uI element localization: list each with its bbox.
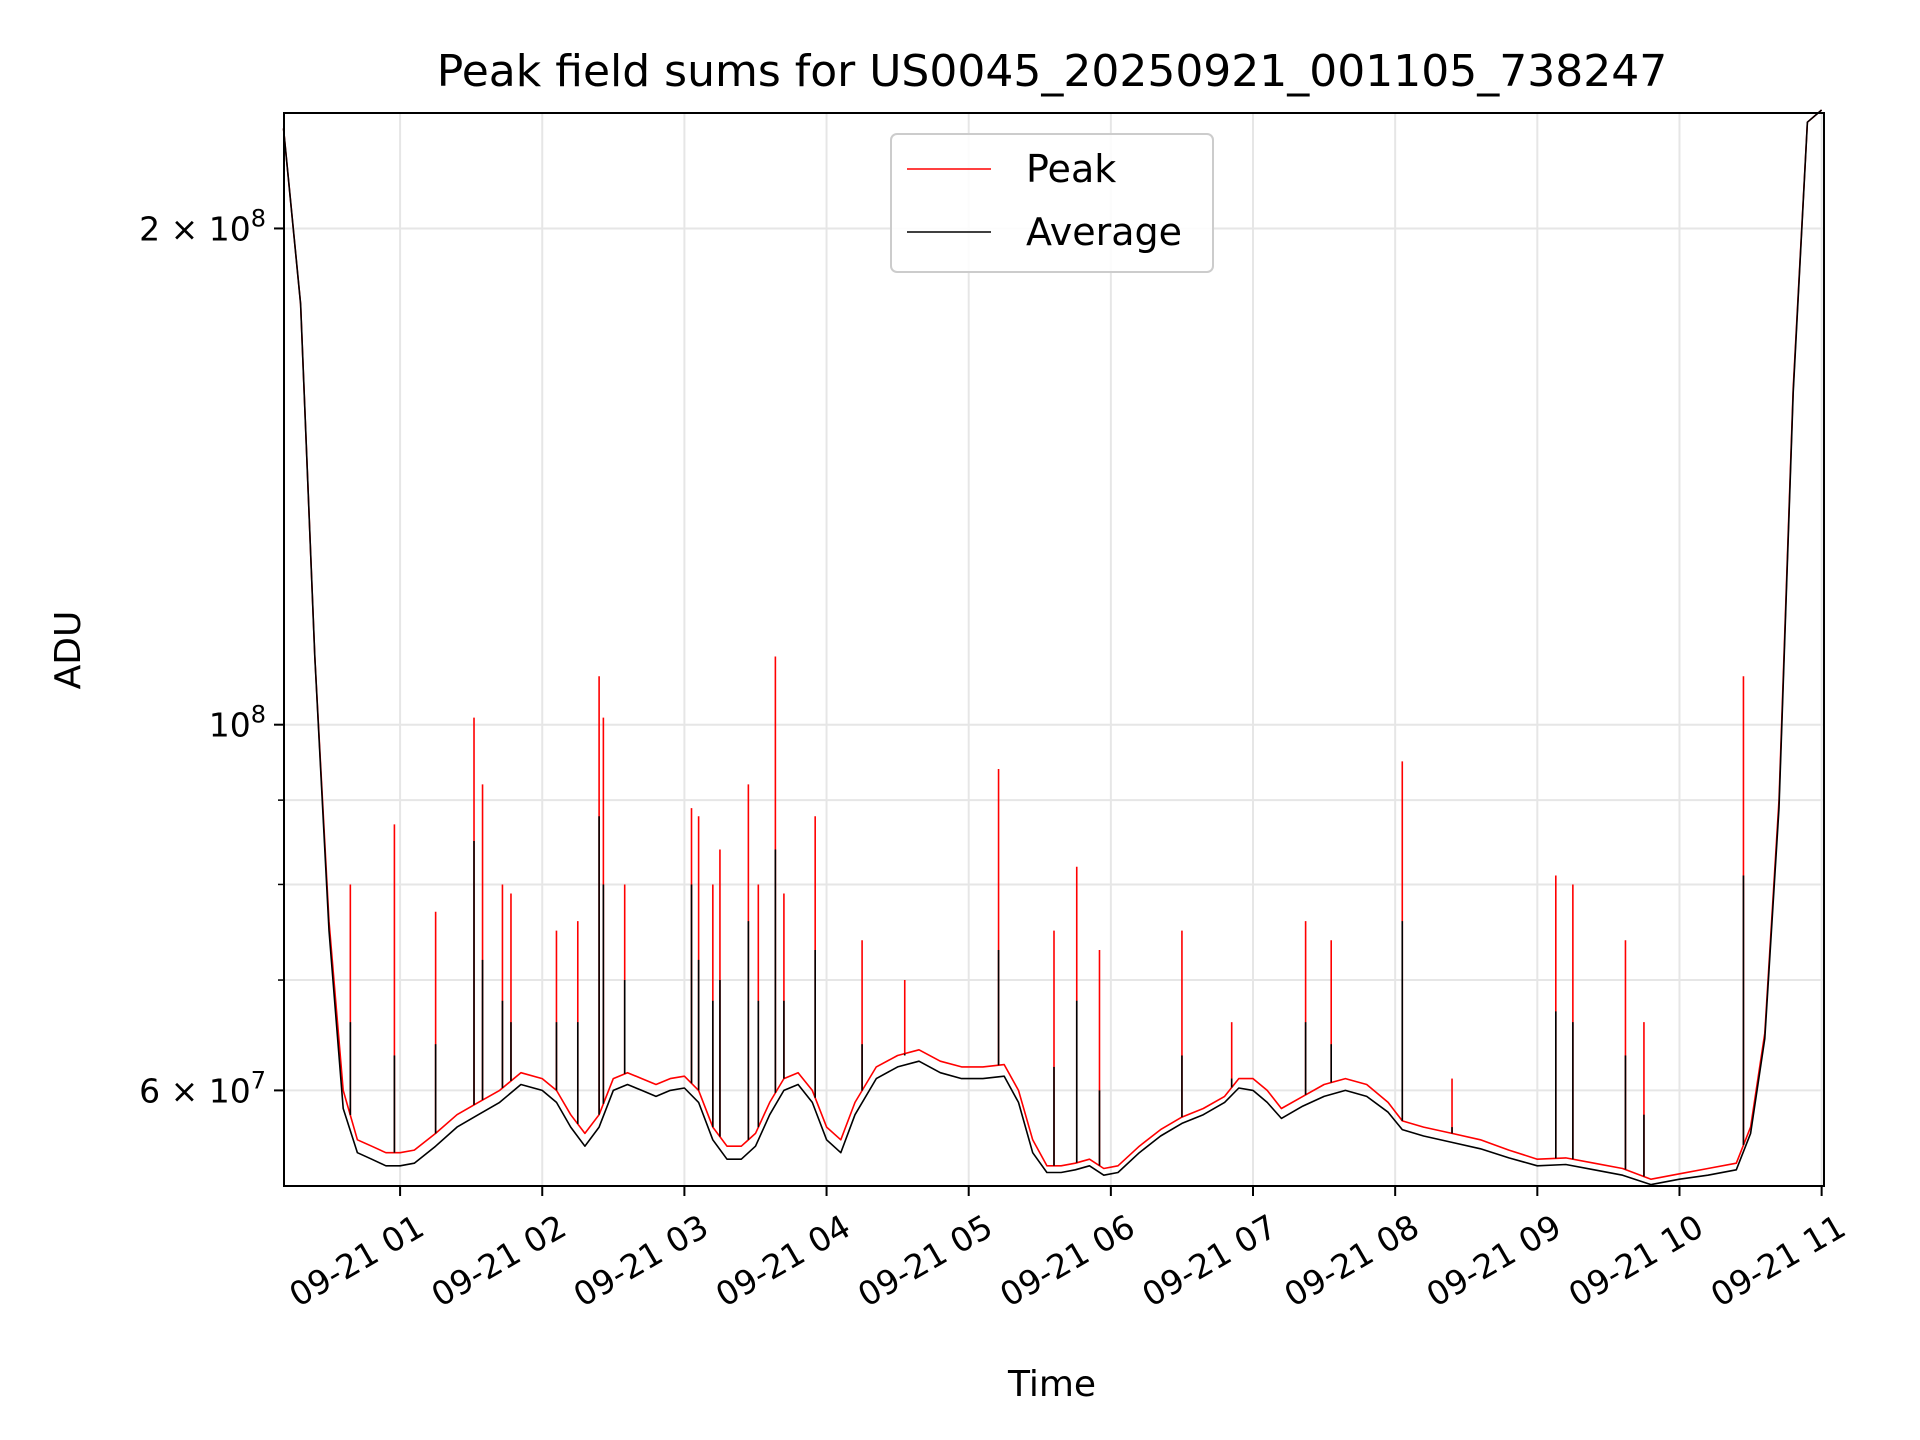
y-axis-label: ADU — [48, 611, 89, 690]
series-layer — [282, 109, 1823, 1186]
legend: Peak Average — [890, 133, 1214, 273]
y-tick-label-exponent: 7 — [251, 1066, 266, 1094]
y-tick-label-exponent: 8 — [251, 204, 266, 232]
y-tick-label: 108 — [209, 701, 266, 745]
y-tick-label: 6 × 107 — [139, 1066, 266, 1110]
plot-frame — [283, 112, 1825, 1187]
legend-average-label: Average — [1026, 210, 1182, 254]
series-line-peak — [282, 109, 1823, 1180]
series-line-average — [282, 109, 1823, 1186]
y-tick-label-base: 2 × 10 — [139, 209, 251, 248]
chart-title: Peak field sums for US0045_20250921_0011… — [437, 46, 1667, 97]
y-tick-label-base: 6 × 10 — [139, 1071, 251, 1110]
y-tick-label: 2 × 108 — [139, 204, 266, 248]
y-tick-label-exponent: 8 — [251, 701, 266, 729]
x-axis-label: Time — [1007, 1364, 1096, 1405]
y-tick-label-base: 10 — [209, 706, 251, 745]
legend-peak-label: Peak — [1026, 147, 1116, 191]
